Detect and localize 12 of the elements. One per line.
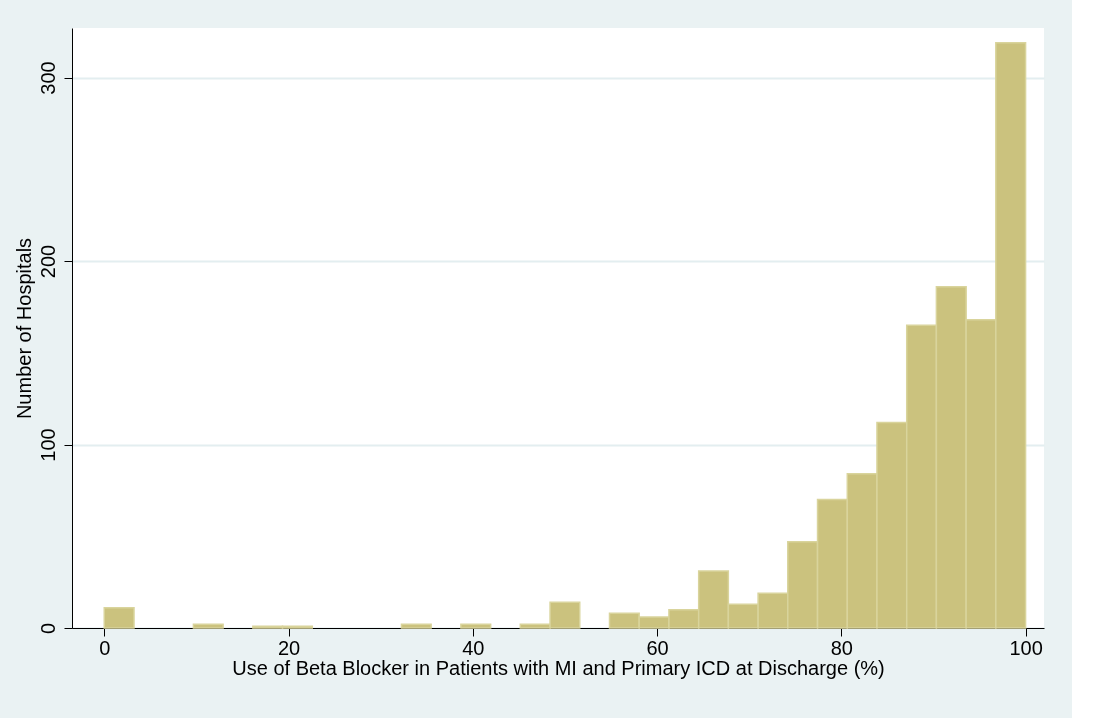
y-tick-label: 300 — [36, 61, 59, 95]
y-tick-label: 200 — [36, 244, 59, 279]
y-axis-title: Number of Hospitals — [12, 237, 35, 420]
y-tick-label: 100 — [36, 428, 59, 462]
x-tick-label: 40 — [462, 636, 485, 659]
y-tick-label: 0 — [36, 622, 59, 635]
x-tick-label: 20 — [277, 636, 301, 659]
x-tick-label: 80 — [830, 636, 853, 659]
x-axis-title: Use of Beta Blocker in Patients with MI and Primary ICD at Discharge (%) — [232, 656, 885, 679]
x-tick-label: 0 — [99, 636, 111, 659]
x-tick-label: 100 — [1009, 636, 1043, 659]
x-tick-label: 60 — [646, 636, 669, 659]
